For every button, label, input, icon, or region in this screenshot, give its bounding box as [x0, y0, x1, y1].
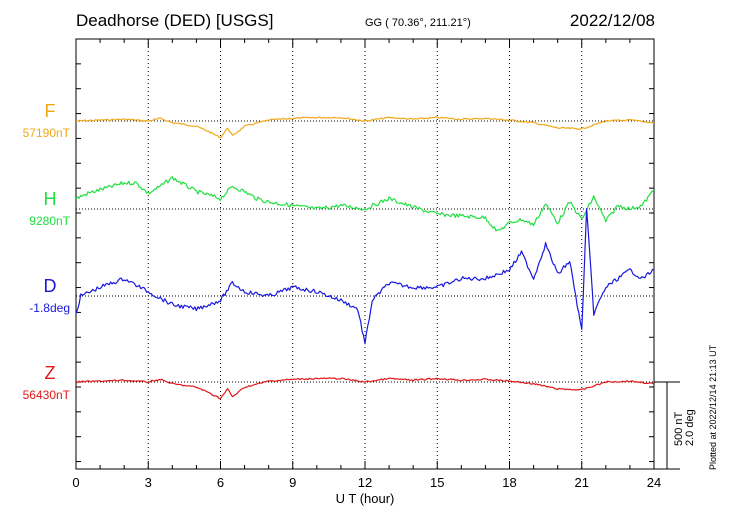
- x-tick-label: 0: [72, 475, 79, 490]
- x-tick-label: 6: [217, 475, 224, 490]
- series-layer: [75, 116, 655, 400]
- plotted-note: Plotted at 2022/12/14 21:13 UT: [708, 344, 718, 470]
- station-title: Deadhorse (DED) [USGS]: [76, 11, 273, 30]
- channel-D-label: D: [44, 276, 57, 296]
- series-Z-line: [75, 377, 655, 400]
- channel-labels: F 57190nT H 9280nT D -1.8deg Z 56430nT: [23, 101, 71, 402]
- x-tick-label: 21: [575, 475, 589, 490]
- series-F-line: [76, 116, 655, 139]
- x-axis-title: U T (hour): [336, 491, 395, 506]
- channel-D-baseline-label: -1.8deg: [29, 301, 70, 315]
- coordinates-label: GG ( 70.36°, 211.21°): [365, 17, 471, 29]
- channel-Z-label: Z: [45, 363, 56, 383]
- series-D-line: [75, 208, 655, 345]
- x-tick-label: 12: [358, 475, 372, 490]
- x-tick-label: 9: [289, 475, 296, 490]
- vertical-gridlines: [147, 39, 583, 469]
- x-tick-label: 15: [430, 475, 444, 490]
- channel-Z-baseline-label: 56430nT: [23, 388, 71, 402]
- frame-ticks: [75, 38, 655, 469]
- channel-F-label: F: [45, 101, 56, 121]
- date-label: 2022/12/08: [570, 11, 655, 30]
- x-tick-labels: 0 3 6 9 12 15 18 21 24: [72, 475, 661, 490]
- scale-nt-label: 500 nT: [673, 411, 685, 446]
- series-H-line: [75, 176, 655, 232]
- channel-F-baseline-label: 57190nT: [23, 126, 71, 140]
- scale-bar: 500 nT 2.0 deg: [654, 381, 696, 470]
- channel-H-label: H: [44, 189, 57, 209]
- x-tick-label: 3: [145, 475, 152, 490]
- x-tick-label: 24: [647, 475, 661, 490]
- channel-H-baseline-label: 9280nT: [29, 214, 70, 228]
- scale-deg-label: 2.0 deg: [684, 409, 696, 446]
- x-tick-label: 18: [502, 475, 516, 490]
